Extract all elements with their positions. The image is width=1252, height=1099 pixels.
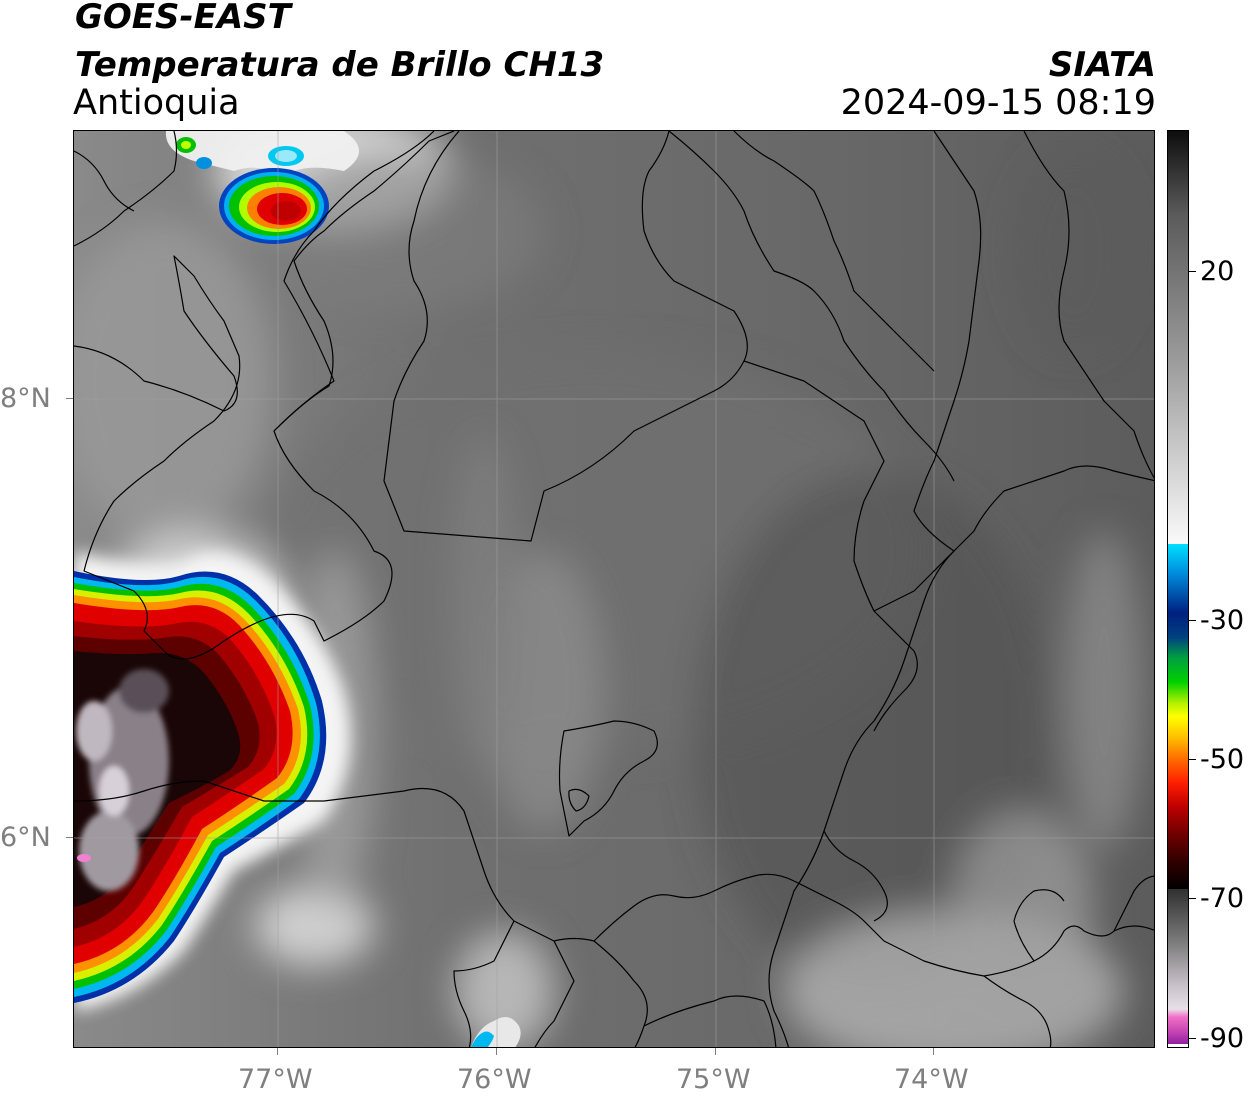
lon-label-77w: 77°W xyxy=(238,1064,313,1095)
lon-tick-76w xyxy=(496,1048,497,1055)
lat-label-8n: 8°N xyxy=(0,383,51,414)
satellite-title: GOES-EAST xyxy=(75,0,291,37)
colorbar-label-minus90: -90 xyxy=(1200,1023,1245,1054)
colorbar-label-minus70: -70 xyxy=(1200,883,1245,914)
colorbar-label-20: 20 xyxy=(1200,256,1235,287)
colorbar-label-minus50: -50 xyxy=(1200,744,1245,775)
region-title: Antioquia xyxy=(73,83,240,123)
convective-cell-north xyxy=(165,131,359,244)
colorbar-gradient xyxy=(1168,131,1188,1047)
colorbar-tick-minus70 xyxy=(1189,898,1196,899)
colorbar-tick-20 xyxy=(1189,271,1196,272)
boundaries xyxy=(74,131,1154,1047)
colorbar-tick-minus90 xyxy=(1189,1038,1196,1039)
lon-label-75w: 75°W xyxy=(676,1064,751,1095)
gridlines xyxy=(74,131,1154,1047)
lon-tick-77w xyxy=(277,1048,278,1055)
lon-tick-74w xyxy=(933,1048,934,1055)
colorbar-tick-minus30 xyxy=(1189,620,1196,621)
map-image xyxy=(74,131,1154,1047)
colorbar xyxy=(1167,130,1189,1048)
datetime-title: 2024-09-15 08:19 xyxy=(840,83,1156,123)
lon-tick-75w xyxy=(715,1048,716,1055)
convective-system-southwest xyxy=(74,551,351,1011)
agency-title: SIATA xyxy=(1048,45,1156,85)
lat-tick-8n xyxy=(66,398,73,399)
lon-label-76w: 76°W xyxy=(457,1064,532,1095)
colorbar-tick-minus50 xyxy=(1189,759,1196,760)
satellite-map[interactable] xyxy=(73,130,1155,1048)
lat-tick-6n xyxy=(66,837,73,838)
lon-label-74w: 74°W xyxy=(894,1064,969,1095)
lat-label-6n: 6°N xyxy=(0,822,51,853)
colorbar-label-minus30: -30 xyxy=(1200,605,1245,636)
product-title: Temperatura de Brillo CH13 xyxy=(75,45,605,85)
convective-cell-south xyxy=(470,1017,521,1047)
